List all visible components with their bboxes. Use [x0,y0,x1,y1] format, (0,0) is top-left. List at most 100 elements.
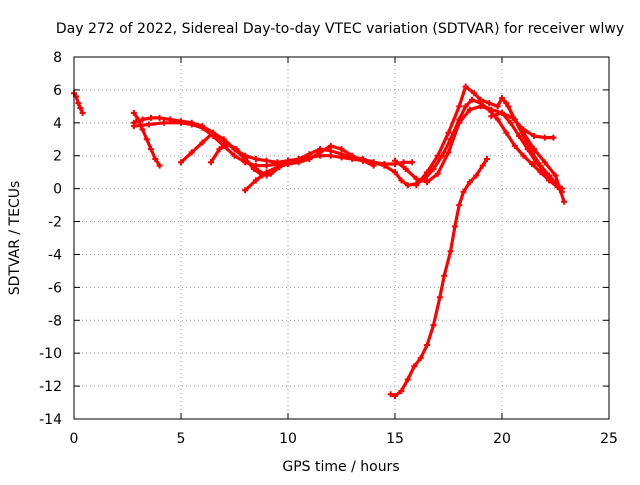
data-point [210,129,217,136]
data-point [424,169,431,176]
x-tick-label: 10 [279,431,297,447]
data-point [188,121,195,128]
data-point [242,187,249,194]
data-point [417,355,424,362]
data-point [484,156,490,162]
x-tick-label: 25 [600,431,618,447]
data-point [381,161,388,167]
data-point [477,103,484,110]
data-point [413,175,420,182]
data-point [295,159,302,166]
data-point [537,162,544,169]
data-point [252,177,259,184]
data-point [231,152,238,159]
data-series-track-k [488,109,557,141]
data-point [456,202,463,209]
series-line [132,121,414,168]
data-point [434,152,441,159]
y-tick-label: -6 [48,280,62,296]
data-point [409,159,416,166]
data-point [216,146,223,153]
data-point [188,149,195,156]
x-tick-label: 5 [177,431,186,447]
data-point [529,161,535,167]
data-series-track-g [242,142,377,194]
data-point [445,149,452,156]
y-tick-label: 0 [53,182,62,198]
data-point [199,139,206,146]
data-point [507,119,514,126]
data-series-track-f [208,141,291,179]
data-point [208,159,214,166]
data-point [250,165,257,172]
data-point [387,391,394,398]
data-series-track-h [387,156,490,399]
data-point [156,162,163,169]
data-point [456,119,463,126]
data-point [529,149,535,156]
y-tick-label: 6 [53,83,62,99]
data-point [317,149,324,156]
data-point [400,159,407,166]
data-point [434,170,441,177]
data-point [511,116,518,123]
data-point [499,109,505,116]
y-tick-label: 4 [53,116,62,132]
data-point [220,136,227,143]
data-point [554,182,561,189]
y-tick-label: 2 [53,149,62,165]
data-point [445,129,452,136]
data-point [473,172,480,179]
y-tick-label: -2 [48,215,62,231]
data-point [411,363,418,370]
data-point [413,182,420,189]
data-point [436,294,443,301]
data-point [471,90,478,97]
data-point [494,103,501,110]
data-point [285,161,291,167]
y-tick-label: -8 [48,313,62,329]
data-point [488,113,495,120]
data-point [327,142,334,149]
data-point [79,109,86,116]
data-point [156,114,163,121]
data-point [130,109,137,116]
data-point [402,165,409,172]
x-tick-label: 20 [493,431,511,447]
data-point [511,142,518,149]
data-point [469,96,475,103]
data-point [424,179,431,186]
data-point [550,134,557,141]
data-point [541,134,548,141]
y-tick-label: -10 [39,346,62,362]
data-point [424,342,431,348]
x-axis-label: GPS time / hours [282,459,399,475]
tick-layer: 0 5 10 15 20 25 -14 -12 -10 -8 -6 -4 -2 0 2 4 6 8 [39,50,618,447]
data-point [178,159,184,166]
plot-frame [73,56,610,420]
data-point [370,162,377,169]
data-point [148,146,154,153]
data-point [486,100,493,107]
data-point [404,376,411,383]
data-point [488,106,495,113]
data-point [338,146,345,153]
data-point [225,141,232,148]
chart-title: Day 272 of 2022, Sidereal Day-to-day VTE… [56,21,624,37]
data-series-track-a [71,90,86,116]
series-line [209,142,290,178]
data-point [456,103,463,110]
y-axis-label: SDTVAR / TECUs [7,181,23,296]
data-point [462,83,469,90]
y-tick-label: 8 [53,50,62,66]
data-point [441,272,448,279]
data-point [199,124,206,131]
data-point [503,129,510,136]
data-point [392,169,398,176]
y-tick-label: -14 [39,412,62,428]
data-point [460,188,467,195]
data-point [349,152,356,159]
data-point [139,116,146,123]
data-series-track-i [392,103,565,192]
